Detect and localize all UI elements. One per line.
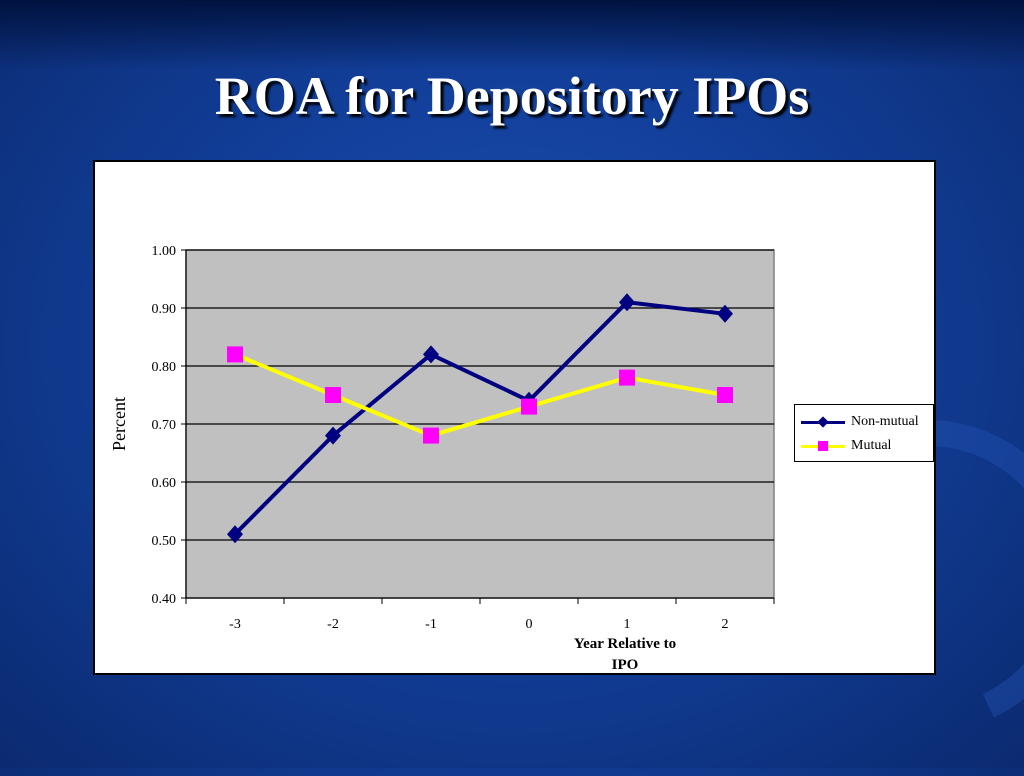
- y-axis-title: Percent: [109, 397, 129, 451]
- data-point-mutual: [227, 346, 243, 363]
- data-point-non-mutual: [717, 304, 733, 323]
- data-point-mutual: [423, 427, 439, 444]
- series-line-mutual: [234, 352, 726, 438]
- data-point-mutual: [619, 369, 635, 386]
- x-tick-label: 2: [722, 617, 729, 632]
- x-tick-label: 0: [526, 617, 533, 632]
- x-tick-label: -3: [229, 617, 241, 632]
- line-chart: 0.40 0.50 0.60 0.70 0.80 0.90 1.00 -3 -2 -1 0 1 2 Per…: [109, 244, 775, 673]
- chart-panel: 0.40 0.50 0.60 0.70 0.80 0.90 1.00 -3 -2 -1 0 1 2 Per…: [93, 160, 936, 675]
- y-tick-label: 0.60: [152, 476, 177, 491]
- legend-item-non-mutual: Non-mutual: [801, 412, 919, 432]
- y-tick-label: 1.00: [152, 244, 177, 259]
- legend-swatch-mutual: [801, 439, 845, 453]
- data-point-non-mutual: [227, 525, 243, 544]
- legend-swatch-non-mutual: [801, 415, 845, 429]
- x-axis-title: Year Relative to IPO: [574, 636, 676, 673]
- y-tick-label: 0.90: [152, 302, 177, 317]
- x-tick-label: -2: [327, 617, 339, 632]
- title-band: [0, 0, 1024, 70]
- legend-label-non-mutual: Non-mutual: [851, 414, 919, 429]
- data-point-non-mutual: [423, 345, 439, 364]
- data-point-mutual: [717, 387, 733, 403]
- data-point-non-mutual: [619, 293, 635, 312]
- y-tick-label: 0.50: [152, 534, 177, 549]
- data-point-mutual: [521, 398, 537, 415]
- y-tick-label: 0.40: [152, 592, 177, 607]
- y-tick-label: 0.80: [152, 360, 177, 375]
- data-point-non-mutual: [325, 426, 341, 445]
- legend-item-mutual: Mutual: [801, 436, 891, 456]
- data-point-mutual: [325, 387, 341, 403]
- slide-title: ROA for Depository IPOs: [214, 66, 810, 126]
- x-tick-label: -1: [425, 617, 437, 632]
- legend-label-mutual: Mutual: [851, 438, 892, 453]
- series-line-non-mutual: [233, 300, 726, 536]
- y-tick-label: 0.70: [152, 418, 177, 433]
- chart-legend: Non-mutual Mutual: [794, 404, 934, 462]
- x-tick-label: 1: [624, 617, 631, 632]
